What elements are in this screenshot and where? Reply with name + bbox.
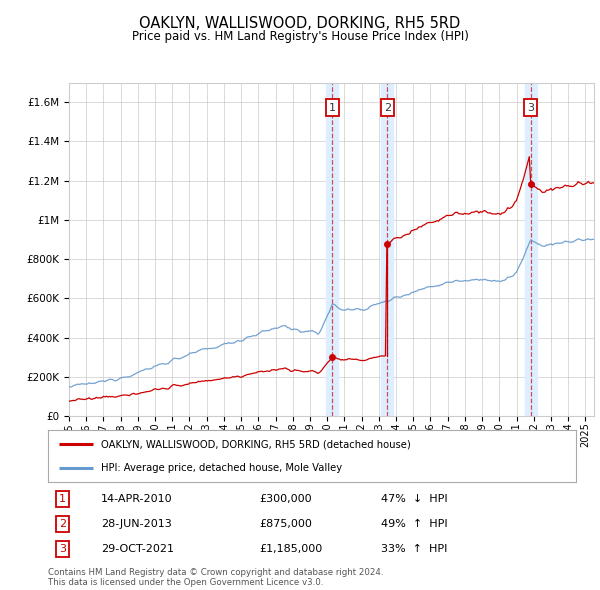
Text: 1: 1 — [329, 103, 335, 113]
Text: This data is licensed under the Open Government Licence v3.0.: This data is licensed under the Open Gov… — [48, 578, 323, 587]
Text: £875,000: £875,000 — [259, 519, 312, 529]
Text: OAKLYN, WALLISWOOD, DORKING, RH5 5RD: OAKLYN, WALLISWOOD, DORKING, RH5 5RD — [139, 16, 461, 31]
Text: £300,000: £300,000 — [259, 494, 312, 504]
Text: £1,185,000: £1,185,000 — [259, 544, 322, 554]
Text: 29-OCT-2021: 29-OCT-2021 — [101, 544, 174, 554]
Text: 28-JUN-2013: 28-JUN-2013 — [101, 519, 172, 529]
Bar — [525, 83, 537, 416]
Text: HPI: Average price, detached house, Mole Valley: HPI: Average price, detached house, Mole… — [101, 463, 342, 473]
Bar — [326, 83, 338, 416]
Text: 2: 2 — [384, 103, 391, 113]
Text: Price paid vs. HM Land Registry's House Price Index (HPI): Price paid vs. HM Land Registry's House … — [131, 30, 469, 43]
Text: 33%  ↑  HPI: 33% ↑ HPI — [380, 544, 447, 554]
Text: OAKLYN, WALLISWOOD, DORKING, RH5 5RD (detached house): OAKLYN, WALLISWOOD, DORKING, RH5 5RD (de… — [101, 439, 410, 449]
Text: 49%  ↑  HPI: 49% ↑ HPI — [380, 519, 447, 529]
Text: 14-APR-2010: 14-APR-2010 — [101, 494, 172, 504]
Bar — [381, 83, 393, 416]
Text: 3: 3 — [59, 544, 66, 554]
Text: 3: 3 — [527, 103, 535, 113]
Text: 2: 2 — [59, 519, 67, 529]
Text: 1: 1 — [59, 494, 66, 504]
Text: 47%  ↓  HPI: 47% ↓ HPI — [380, 494, 447, 504]
Text: Contains HM Land Registry data © Crown copyright and database right 2024.: Contains HM Land Registry data © Crown c… — [48, 568, 383, 577]
